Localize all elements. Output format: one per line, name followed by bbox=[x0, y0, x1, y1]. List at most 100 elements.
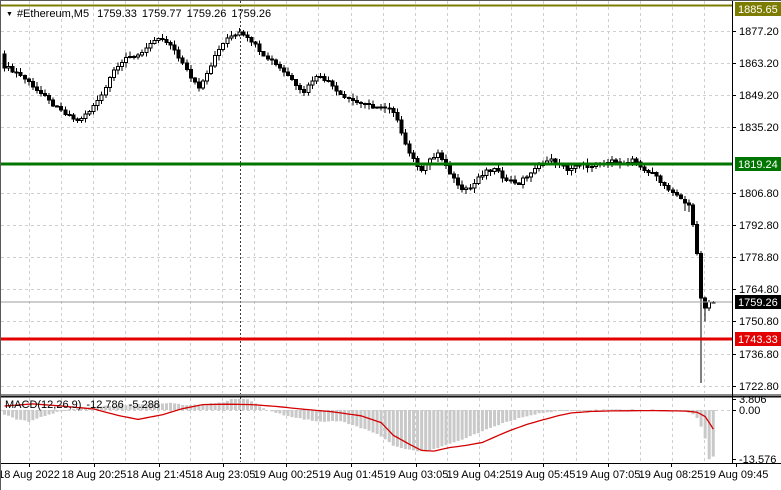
macd-histogram-bar bbox=[574, 410, 578, 411]
macd-histogram-bar bbox=[484, 410, 488, 430]
candle bbox=[196, 78, 201, 92]
candle-body-bear bbox=[500, 170, 505, 179]
macd-histogram-bar bbox=[339, 410, 343, 422]
macd-histogram-bar bbox=[570, 410, 573, 411]
candle bbox=[209, 62, 214, 75]
candle bbox=[334, 82, 339, 96]
candle bbox=[184, 59, 189, 72]
macd-histogram-bar bbox=[322, 410, 326, 422]
macd-histogram-bar bbox=[173, 403, 177, 410]
symbol-dropdown-icon[interactable]: ▼ bbox=[6, 11, 13, 18]
candles bbox=[2, 27, 716, 383]
candle bbox=[180, 55, 185, 66]
macd-histogram-bar bbox=[460, 410, 464, 440]
candle bbox=[346, 96, 351, 103]
macd-histogram-bar bbox=[331, 410, 335, 421]
candle bbox=[435, 149, 440, 162]
candle bbox=[168, 40, 173, 50]
macd-histogram-bar bbox=[11, 410, 15, 418]
macd-histogram-bar bbox=[71, 408, 75, 410]
candle bbox=[699, 251, 704, 383]
candle-body-bear bbox=[338, 90, 343, 95]
price-axis[interactable]: 1877.20 1863.20 1849.20 1835.20 1806.80 1792.… bbox=[732, 2, 781, 393]
candle bbox=[678, 193, 683, 200]
macd-histogram-bar bbox=[31, 410, 35, 421]
macd-main-value: -12.786 bbox=[86, 399, 124, 411]
macd-histogram-bar bbox=[335, 410, 339, 422]
candle bbox=[350, 93, 355, 106]
support-line-label: 1743.33 bbox=[735, 332, 781, 346]
candle-body-bull bbox=[124, 56, 128, 63]
daily-high-line-label: 1885.65 bbox=[735, 2, 781, 16]
candle bbox=[589, 164, 594, 172]
price-axis-label: 1877.20 bbox=[739, 26, 779, 38]
candle bbox=[71, 112, 76, 123]
macd-histogram-bar bbox=[318, 410, 322, 422]
macd-histogram-bar bbox=[47, 410, 51, 415]
macd-axis-label: -13.576 bbox=[739, 454, 776, 466]
candle-body-bear bbox=[22, 75, 27, 80]
macd-histogram-bar bbox=[509, 410, 513, 422]
candle-body-bull bbox=[310, 80, 315, 86]
macd-histogram-bar bbox=[476, 410, 480, 434]
time-axis-label: 18 Aug 2022 bbox=[1, 469, 60, 481]
time-axis[interactable]: 18 Aug 2022 18 Aug 20:25 18 Aug 21:45 18 Au… bbox=[1, 463, 768, 481]
candle-body-bear bbox=[10, 66, 15, 73]
macd-histogram-bar bbox=[602, 409, 606, 411]
candle-body-bear bbox=[650, 171, 655, 174]
candle-body-bull bbox=[107, 76, 112, 88]
candle-body-bear bbox=[634, 158, 639, 163]
candle bbox=[500, 167, 505, 183]
candle bbox=[75, 117, 80, 123]
candle-body-bear bbox=[371, 104, 376, 109]
macd-histogram-bar bbox=[177, 403, 181, 410]
candle bbox=[188, 64, 193, 83]
macd-histogram-bar bbox=[440, 410, 444, 447]
candle-body-bear bbox=[164, 39, 169, 44]
macd-histogram-bar bbox=[128, 404, 132, 410]
candle bbox=[342, 91, 347, 100]
candle-body-bear bbox=[67, 113, 72, 116]
price-axis-label: 1778.80 bbox=[739, 252, 779, 264]
macd-histogram-bar bbox=[140, 404, 144, 410]
candle-body-bear bbox=[699, 252, 704, 299]
candle bbox=[375, 106, 380, 110]
candle bbox=[205, 70, 209, 85]
candle-body-bear bbox=[43, 92, 47, 97]
candle-body-bear bbox=[261, 51, 266, 57]
macd-histogram-bar bbox=[213, 403, 217, 410]
macd-histogram-bar bbox=[27, 410, 31, 422]
candle bbox=[338, 89, 343, 96]
price-level-label: 1885.65 bbox=[738, 4, 778, 16]
macd-histogram-bar bbox=[169, 402, 173, 410]
candle bbox=[379, 103, 384, 111]
candle-body-bear bbox=[302, 89, 307, 93]
macd-histogram-bar bbox=[363, 410, 367, 430]
candle-body-bear bbox=[379, 106, 384, 109]
candle-body-bear bbox=[342, 93, 347, 98]
macd-histogram-bar bbox=[553, 410, 557, 412]
candle-body-bull bbox=[200, 80, 205, 89]
candle-body-bear bbox=[516, 182, 521, 185]
candle bbox=[682, 195, 687, 211]
macd-histogram-bar bbox=[165, 403, 168, 410]
candle bbox=[456, 174, 461, 190]
candle bbox=[691, 202, 695, 227]
candle bbox=[399, 116, 404, 136]
candle-body-bear bbox=[168, 42, 173, 46]
macd-axis-label: 0.00 bbox=[739, 405, 760, 417]
candle-body-bear bbox=[160, 37, 165, 41]
macd-name: MACD(12,26,9) bbox=[5, 399, 82, 411]
macd-histogram-bar bbox=[521, 410, 525, 418]
candle-body-bear bbox=[294, 79, 299, 87]
candle-body-bull bbox=[6, 66, 11, 69]
candle bbox=[225, 34, 230, 48]
candle-body-bear bbox=[188, 68, 193, 79]
macd-histogram-bar bbox=[282, 410, 286, 416]
candle-body-bull bbox=[229, 35, 234, 39]
macd-histogram-bar bbox=[355, 410, 359, 427]
candle bbox=[358, 101, 363, 109]
